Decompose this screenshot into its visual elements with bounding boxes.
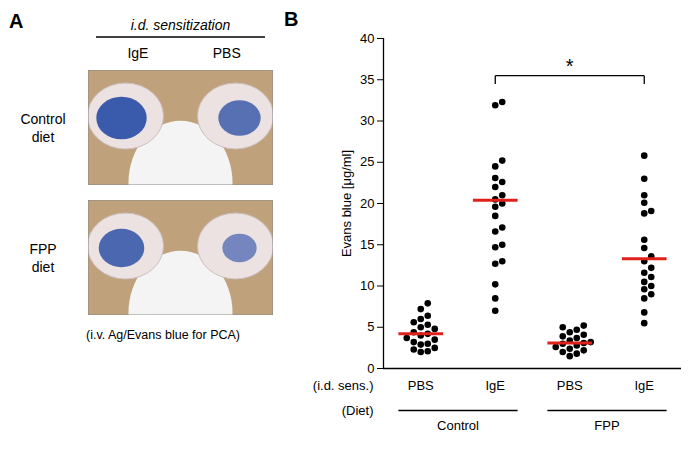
svg-text:i.d. sensitization: i.d. sensitization <box>131 17 231 33</box>
svg-text:40: 40 <box>360 31 374 46</box>
svg-text:10: 10 <box>360 278 374 293</box>
svg-text:FPP: FPP <box>594 418 619 433</box>
svg-text:20: 20 <box>360 196 374 211</box>
svg-text:Evans blue [μg/ml]: Evans blue [μg/ml] <box>339 150 354 257</box>
svg-text:(Diet): (Diet) <box>342 403 374 418</box>
svg-text:IgE: IgE <box>634 378 654 393</box>
svg-text:FPPdiet: FPPdiet <box>29 241 56 275</box>
svg-text:PBS: PBS <box>213 45 241 61</box>
svg-text:35: 35 <box>360 72 374 87</box>
svg-text:IgE: IgE <box>485 378 505 393</box>
svg-text:*: * <box>566 55 574 77</box>
svg-text:25: 25 <box>360 154 374 169</box>
svg-text:30: 30 <box>360 113 374 128</box>
svg-text:PBS: PBS <box>557 378 583 393</box>
svg-text:Controldiet: Controldiet <box>20 111 65 145</box>
svg-text:5: 5 <box>367 319 374 334</box>
svg-text:15: 15 <box>360 237 374 252</box>
html-text:B: B <box>284 8 299 30</box>
svg-text:0: 0 <box>367 361 374 376</box>
svg-text:(i.d. sens.): (i.d. sens.) <box>313 378 374 393</box>
svg-text:A: A <box>9 10 23 32</box>
svg-text:PBS: PBS <box>408 378 434 393</box>
svg-text:(i.v. Ag/Evans blue for PCA): (i.v. Ag/Evans blue for PCA) <box>86 328 240 342</box>
svg-text:Control: Control <box>437 418 479 433</box>
svg-text:IgE: IgE <box>127 45 148 61</box>
